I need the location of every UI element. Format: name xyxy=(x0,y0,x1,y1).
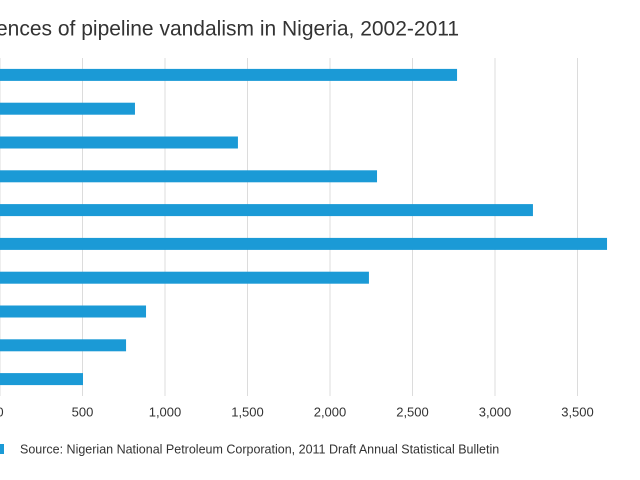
bar xyxy=(0,237,608,250)
x-tick-label: 1,500 xyxy=(231,404,264,419)
x-tick-label: 2,000 xyxy=(314,404,347,419)
chart-title: ences of pipeline vandalism in Nigeria, … xyxy=(0,18,459,41)
bar xyxy=(0,204,533,217)
bar xyxy=(0,102,135,115)
bar xyxy=(0,305,147,318)
bar xyxy=(0,68,458,81)
x-tick-label: 500 xyxy=(72,404,94,419)
x-tick-label: 3,500 xyxy=(561,404,594,419)
bar xyxy=(0,170,378,183)
x-tick-label: 2,500 xyxy=(396,404,429,419)
bar xyxy=(0,373,83,386)
x-tick-label: 1,000 xyxy=(149,404,182,419)
bar xyxy=(0,339,127,352)
x-tick-label: 0 xyxy=(0,404,4,419)
bar xyxy=(0,271,369,284)
bar xyxy=(0,136,238,149)
legend-swatch xyxy=(0,444,4,454)
source-note: Source: Nigerian National Petroleum Corp… xyxy=(20,442,499,456)
x-tick-label: 3,000 xyxy=(479,404,512,419)
